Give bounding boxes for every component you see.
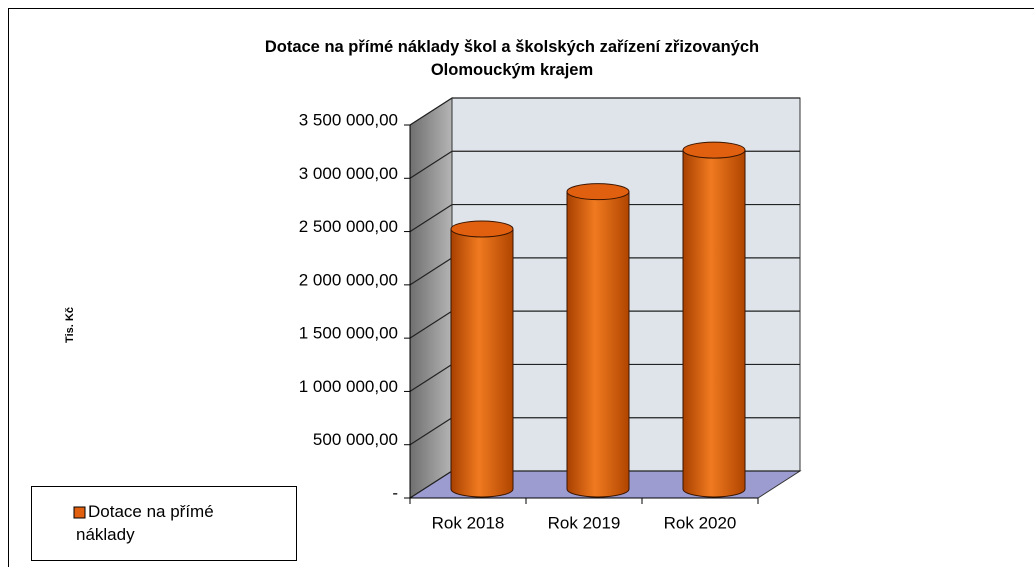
- y-tick-label: -: [392, 483, 398, 502]
- y-tick-label: 2 500 000,00: [299, 217, 398, 236]
- y-axis-label: Tis. Kč: [64, 307, 76, 343]
- bar-top: [682, 141, 746, 159]
- chart-title: Dotace na přímé náklady škol a školských…: [265, 38, 759, 79]
- bar-top: [566, 183, 630, 201]
- cylinder: [450, 220, 514, 498]
- bar: [682, 149, 746, 498]
- side-grid-line: [409, 417, 453, 446]
- legend: [31, 486, 297, 561]
- side-grid-line: [409, 310, 453, 339]
- side-grid-line: [409, 204, 453, 233]
- y-tick-label: 3 000 000,00: [299, 164, 398, 183]
- y-tick-label: 2 000 000,00: [299, 270, 398, 289]
- cylinder: [682, 141, 746, 498]
- bar: [450, 228, 514, 498]
- side-grid-line: [409, 257, 453, 286]
- y-tick-label: 1 500 000,00: [299, 324, 398, 343]
- y-tick-label: 3 500 000,00: [299, 110, 398, 129]
- side-grid-line: [409, 150, 453, 179]
- legend-label: Dotace na přímé náklady: [76, 502, 214, 544]
- y-tick-label: 500 000,00: [313, 430, 398, 449]
- x-tick-label: Rok 2020: [664, 513, 737, 532]
- side-grid-line: [409, 363, 453, 392]
- bar: [566, 191, 630, 498]
- cylinder: [566, 183, 630, 498]
- side-grid-line: [409, 470, 453, 499]
- side-wall: [409, 97, 453, 499]
- bar-top: [450, 220, 514, 238]
- side-grid-line: [409, 97, 453, 126]
- x-tick-label: Rok 2018: [432, 513, 505, 532]
- x-tick-label: Rok 2019: [548, 513, 621, 532]
- legend-swatch: [73, 506, 86, 519]
- y-tick-label: 1 000 000,00: [299, 377, 398, 396]
